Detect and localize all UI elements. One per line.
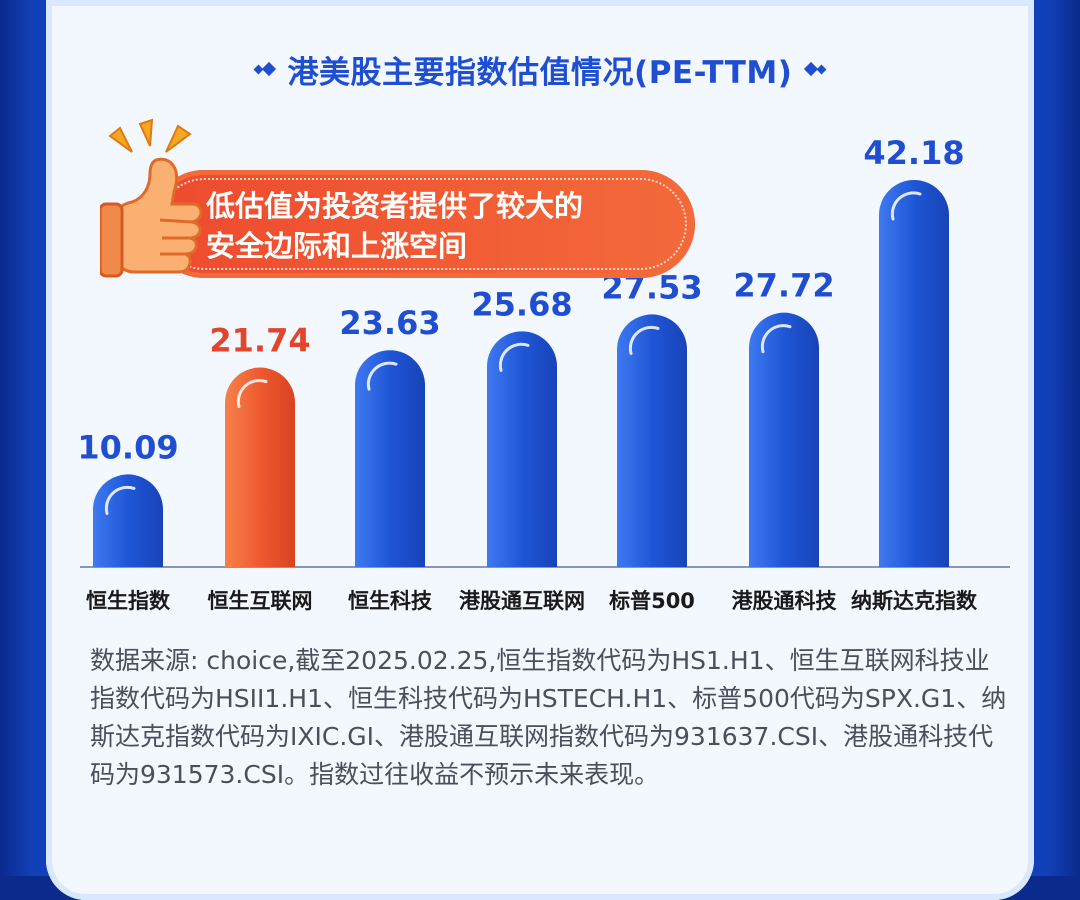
source-note: 数据来源: choice,截至2025.02.25,恒生指数代码为HS1.H1、… (90, 646, 1007, 789)
bar-6 (879, 180, 949, 567)
bar-3 (487, 331, 557, 567)
value-label-2: 23.63 (339, 304, 440, 342)
callout-line-1: 低估值为投资者提供了较大的 (206, 189, 584, 223)
bar-shine-1 (236, 378, 268, 409)
callout-text: 低估值为投资者提供了较大的 安全边际和上涨空间 (206, 186, 676, 266)
category-label-2: 恒生科技 (348, 589, 433, 613)
bar-2 (355, 350, 425, 567)
category-label-4: 标普500 (609, 589, 695, 613)
value-label-5: 27.72 (733, 267, 834, 305)
bar-shine-4 (628, 325, 660, 355)
chart-title: 港美股主要指数估值情况(PE-TTM) (287, 54, 793, 91)
category-label-3: 港股通互联网 (459, 589, 585, 613)
bar-shine-3 (498, 342, 530, 372)
category-label-5: 港股通科技 (732, 589, 838, 613)
category-label-0: 恒生指数 (86, 589, 171, 613)
bar-shine-5 (760, 324, 792, 354)
bar-1 (225, 367, 295, 567)
value-label-0: 10.09 (77, 428, 178, 466)
value-label-6: 42.18 (863, 134, 964, 172)
category-label-6: 纳斯达克指数 (851, 589, 978, 613)
category-label-1: 恒生互联网 (208, 589, 313, 613)
bar-4 (617, 314, 687, 567)
callout-banner: 低估值为投资者提供了较大的 安全边际和上涨空间 (150, 170, 695, 278)
bar-chart: 10.09 恒生指数 21.74 恒生互联网 23.63 恒生科技 25.68 港股通互联网 2… (77, 134, 1010, 613)
value-label-3: 25.68 (471, 285, 572, 323)
bar-shine-0 (104, 485, 136, 515)
bar-shine-2 (366, 361, 398, 391)
callout-line-2: 安全边际和上涨空间 (206, 229, 468, 263)
bar-5 (749, 312, 819, 567)
title-row: 港美股主要指数估值情况(PE-TTM) (0, 44, 1080, 94)
bar-shine-6 (890, 191, 922, 221)
value-label-1: 21.74 (209, 322, 310, 360)
thumbs-up-icon (100, 118, 203, 278)
